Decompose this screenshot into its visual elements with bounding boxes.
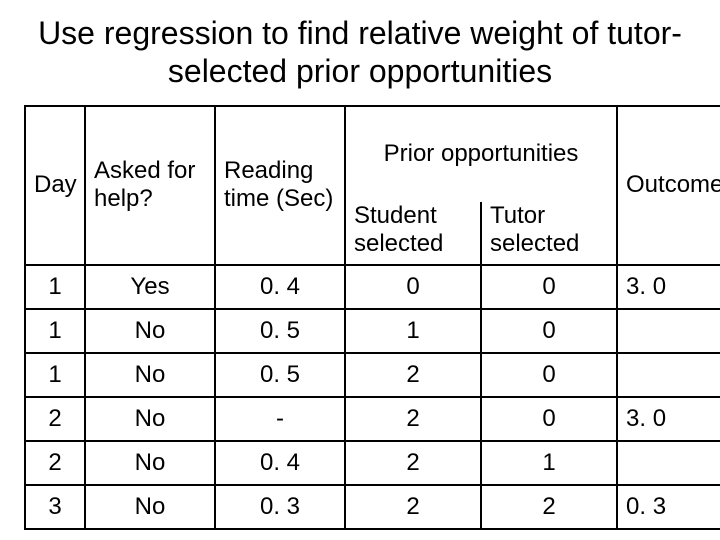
cell-reading: 0. 5 (215, 309, 345, 353)
header-tutor: Tutor selected (481, 202, 617, 265)
cell-student: 0 (345, 265, 481, 309)
table-row: 1 No 0. 5 1 0 (25, 309, 720, 353)
cell-student: 2 (345, 485, 481, 529)
cell-student: 2 (345, 397, 481, 441)
cell-outcome (617, 441, 720, 485)
cell-tutor: 0 (481, 265, 617, 309)
header-prior: Prior opportunities (345, 106, 617, 202)
slide: Use regression to find relative weight o… (0, 0, 720, 540)
cell-student: 1 (345, 309, 481, 353)
cell-outcome: 3. 0 (617, 265, 720, 309)
cell-outcome (617, 309, 720, 353)
cell-day: 3 (25, 485, 85, 529)
cell-day: 1 (25, 353, 85, 397)
cell-asked: No (85, 485, 215, 529)
header-asked: Asked for help? (85, 106, 215, 265)
cell-tutor: 2 (481, 485, 617, 529)
cell-student: 2 (345, 441, 481, 485)
slide-title: Use regression to find relative weight o… (24, 14, 696, 91)
cell-outcome (617, 353, 720, 397)
cell-student: 2 (345, 353, 481, 397)
table-row: 3 No 0. 3 2 2 0. 3 (25, 485, 720, 529)
cell-tutor: 0 (481, 309, 617, 353)
cell-tutor: 1 (481, 441, 617, 485)
cell-day: 1 (25, 309, 85, 353)
cell-tutor: 0 (481, 353, 617, 397)
table-body: 1 Yes 0. 4 0 0 3. 0 1 No 0. 5 1 0 1 No 0… (25, 265, 720, 529)
cell-reading: 0. 4 (215, 265, 345, 309)
header-student: Student selected (345, 202, 481, 265)
cell-day: 1 (25, 265, 85, 309)
cell-asked: Yes (85, 265, 215, 309)
cell-outcome: 0. 3 (617, 485, 720, 529)
table-row: 1 Yes 0. 4 0 0 3. 0 (25, 265, 720, 309)
cell-asked: No (85, 397, 215, 441)
cell-tutor: 0 (481, 397, 617, 441)
cell-asked: No (85, 309, 215, 353)
data-table: Day Asked for help? Reading time (Sec) P… (24, 105, 720, 530)
header-reading: Reading time (Sec) (215, 106, 345, 265)
cell-day: 2 (25, 441, 85, 485)
cell-reading: 0. 3 (215, 485, 345, 529)
table-row: 2 No - 2 0 3. 0 (25, 397, 720, 441)
table-row: 2 No 0. 4 2 1 (25, 441, 720, 485)
cell-asked: No (85, 441, 215, 485)
header-outcome: Outcome (617, 106, 720, 265)
cell-reading: 0. 5 (215, 353, 345, 397)
cell-outcome: 3. 0 (617, 397, 720, 441)
header-day: Day (25, 106, 85, 265)
cell-reading: - (215, 397, 345, 441)
table-row: 1 No 0. 5 2 0 (25, 353, 720, 397)
cell-asked: No (85, 353, 215, 397)
table-header-row: Day Asked for help? Reading time (Sec) P… (25, 106, 720, 202)
cell-day: 2 (25, 397, 85, 441)
cell-reading: 0. 4 (215, 441, 345, 485)
